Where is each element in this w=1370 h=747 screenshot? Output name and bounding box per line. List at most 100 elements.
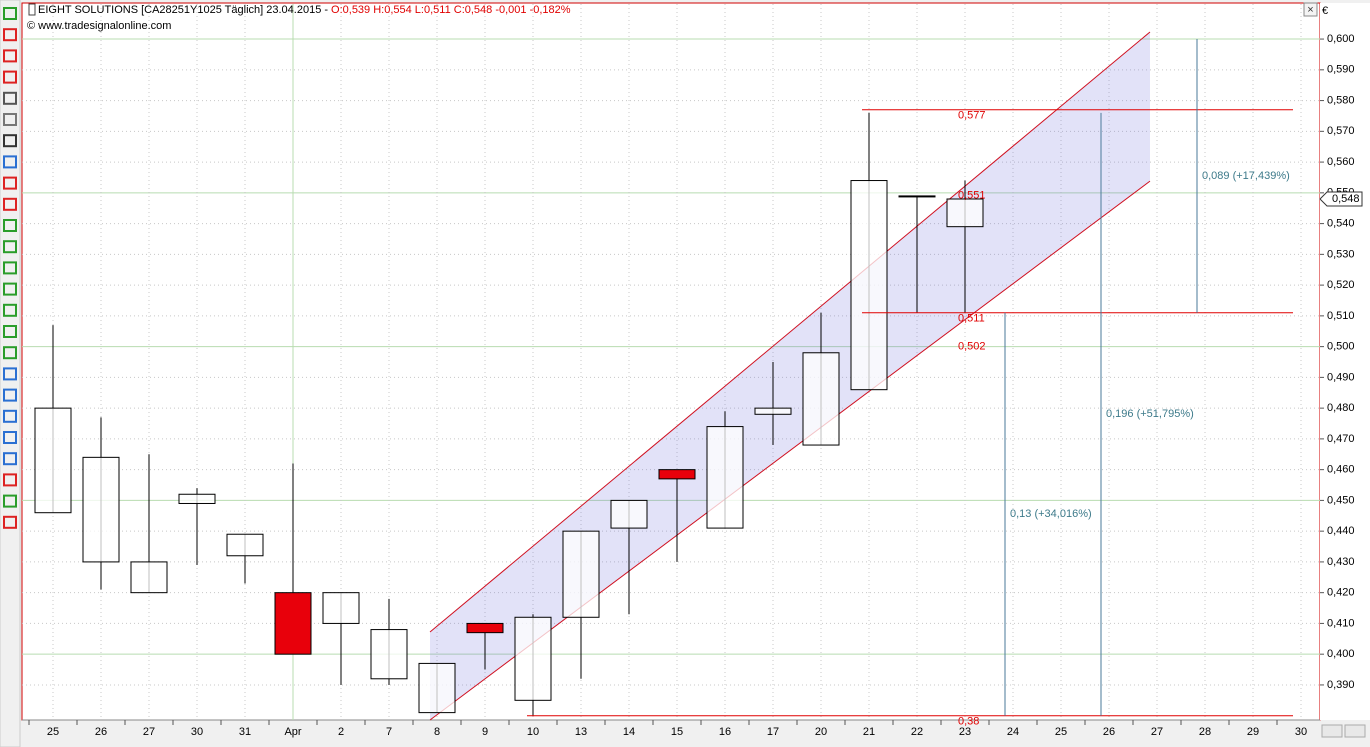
tool-button[interactable] bbox=[3, 452, 17, 466]
x-tick-label: 26 bbox=[1103, 726, 1115, 738]
candle-body bbox=[130, 561, 168, 594]
candle-body bbox=[802, 352, 840, 446]
x-tick-label: 22 bbox=[911, 726, 923, 738]
x-tick-label: 26 bbox=[95, 726, 107, 738]
y-tick-label: 0,510 bbox=[1327, 310, 1355, 322]
x-tick-label: 23 bbox=[959, 726, 971, 738]
candle-body bbox=[898, 195, 936, 198]
price-axis-area bbox=[1320, 3, 1370, 720]
y-tick-label: 0,540 bbox=[1327, 218, 1355, 230]
tool-button[interactable] bbox=[3, 367, 17, 381]
tool-button[interactable] bbox=[3, 515, 17, 529]
y-tick-label: 0,580 bbox=[1327, 94, 1355, 106]
candle-body bbox=[514, 616, 552, 701]
x-tick-label: 25 bbox=[1055, 726, 1067, 738]
candle-body bbox=[466, 622, 504, 634]
level-label: 0,38 bbox=[958, 716, 979, 728]
candle-body bbox=[178, 493, 216, 504]
x-tick-label: 30 bbox=[1295, 726, 1307, 738]
y-tick-label: 0,500 bbox=[1327, 341, 1355, 353]
x-tick-label: 9 bbox=[482, 726, 488, 738]
tool-button[interactable] bbox=[3, 70, 17, 84]
y-tick-label: 0,520 bbox=[1327, 279, 1355, 291]
x-axis-area bbox=[22, 720, 1320, 745]
candle-body bbox=[946, 198, 984, 228]
candle-body bbox=[322, 592, 360, 624]
currency: € bbox=[1322, 5, 1328, 17]
y-tick-label: 0,470 bbox=[1327, 433, 1355, 445]
tool-button[interactable] bbox=[3, 282, 17, 296]
ohlc-label: O:0,539 H:0,554 L:0,511 C:0,548 -0,001 -… bbox=[331, 4, 571, 16]
x-tick-label: 16 bbox=[719, 726, 731, 738]
tool-button[interactable] bbox=[3, 49, 17, 63]
tool-button[interactable] bbox=[3, 494, 17, 508]
x-tick-label: 7 bbox=[386, 726, 392, 738]
tool-button[interactable] bbox=[3, 431, 17, 444]
y-tick-label: 0,530 bbox=[1327, 248, 1355, 260]
source: © www.tradesignalonline.com bbox=[27, 20, 171, 32]
plot-area bbox=[21, 2, 1321, 721]
level-label: 0,577 bbox=[958, 110, 986, 122]
candle-body bbox=[226, 533, 264, 557]
y-tick-label: 0,410 bbox=[1327, 617, 1355, 629]
tool-button[interactable] bbox=[3, 240, 17, 254]
tool-button[interactable] bbox=[3, 473, 17, 487]
x-tick-label: 27 bbox=[1151, 726, 1163, 738]
close-button-icon[interactable]: × bbox=[1307, 4, 1313, 16]
measure-label: 0,13 (+34,016%) bbox=[1010, 508, 1092, 520]
x-tick-label: 28 bbox=[1199, 726, 1211, 738]
tool-button[interactable] bbox=[3, 261, 17, 275]
close-button[interactable] bbox=[1303, 2, 1318, 17]
y-tick-label: 0,440 bbox=[1327, 525, 1355, 537]
tool-button[interactable] bbox=[3, 113, 17, 126]
tool-button[interactable] bbox=[3, 197, 17, 211]
scroll-right[interactable] bbox=[1344, 724, 1366, 738]
measure-label: 0,196 (+51,795%) bbox=[1106, 408, 1194, 420]
last-price-label: 0,548 bbox=[1332, 193, 1360, 205]
x-tick-label: 10 bbox=[527, 726, 539, 738]
tool-button[interactable] bbox=[3, 155, 17, 169]
y-tick-label: 0,600 bbox=[1327, 33, 1355, 45]
y-tick-label: 0,490 bbox=[1327, 371, 1355, 383]
tool-button[interactable] bbox=[3, 219, 17, 232]
y-tick-label: 0,480 bbox=[1327, 402, 1355, 414]
level-label: 0,551 bbox=[958, 190, 986, 202]
tool-button[interactable] bbox=[3, 388, 17, 402]
tool-button[interactable] bbox=[3, 28, 17, 42]
tool-button[interactable] bbox=[3, 303, 17, 317]
y-tick-label: 0,430 bbox=[1327, 556, 1355, 568]
last-price-marker bbox=[1319, 191, 1363, 207]
x-tick-label: 8 bbox=[434, 726, 440, 738]
scroll-left[interactable] bbox=[1321, 724, 1343, 738]
y-tick-label: 0,400 bbox=[1327, 648, 1355, 660]
x-tick-label: 30 bbox=[191, 726, 203, 738]
level-label: 0,502 bbox=[958, 340, 986, 352]
tool-button[interactable] bbox=[3, 7, 17, 20]
candle-body bbox=[754, 407, 792, 415]
candle-body bbox=[850, 180, 888, 391]
candle-body bbox=[562, 530, 600, 618]
candle-body bbox=[370, 629, 408, 680]
x-tick-label: 25 bbox=[47, 726, 59, 738]
tool-button[interactable] bbox=[3, 176, 17, 190]
x-tick-label: 27 bbox=[143, 726, 155, 738]
x-tick-label: 31 bbox=[239, 726, 251, 738]
y-tick-label: 0,570 bbox=[1327, 125, 1355, 137]
candle-body bbox=[610, 499, 648, 529]
tool-button[interactable] bbox=[3, 91, 17, 105]
candle-body bbox=[82, 456, 120, 563]
candle-body bbox=[658, 469, 696, 480]
y-tick-label: 0,460 bbox=[1327, 464, 1355, 476]
x-tick-label: 24 bbox=[1007, 726, 1019, 738]
tool-button[interactable] bbox=[3, 409, 17, 423]
tool-button[interactable] bbox=[3, 134, 17, 148]
tool-button[interactable] bbox=[3, 325, 17, 338]
y-tick-label: 0,420 bbox=[1327, 587, 1355, 599]
tool-button[interactable] bbox=[3, 346, 17, 360]
x-tick-label: 13 bbox=[575, 726, 587, 738]
symbol-icon bbox=[28, 3, 36, 16]
measure-label: 0,089 (+17,439%) bbox=[1202, 170, 1290, 182]
x-tick-label: 14 bbox=[623, 726, 635, 738]
chart-title: EIGHT SOLUTIONS [CA28251Y1025 Täglich] 2… bbox=[38, 4, 328, 16]
